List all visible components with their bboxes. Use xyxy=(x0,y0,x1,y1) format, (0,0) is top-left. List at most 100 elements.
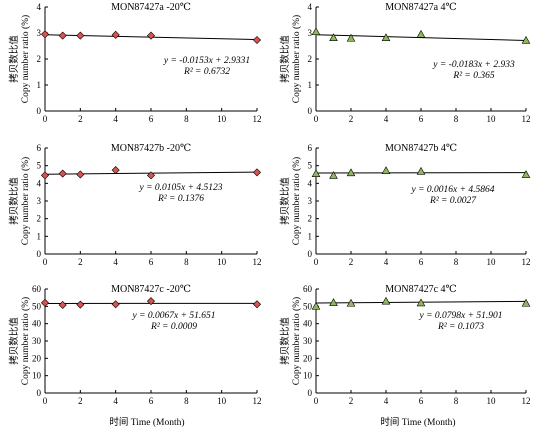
regression-equation: y = -0.0153x + 2.9331 xyxy=(163,56,250,66)
data-point xyxy=(416,298,426,307)
panel-6: 0 10 20 30 40 50 60 0 2 4 6 8 10 12 MON87427c 4℃ 拷贝数比值 C… xyxy=(279,284,531,406)
y-tick-label: 4 xyxy=(308,2,313,12)
x-tick-label: 0 xyxy=(314,257,319,267)
y-tick-label: 50 xyxy=(303,301,313,311)
data-point xyxy=(252,35,262,45)
y-axis-label-en: Copy number ratio (%) xyxy=(20,15,31,103)
x-tick-label: 2 xyxy=(349,257,354,267)
y-tick-label: 4 xyxy=(37,2,42,12)
y-tick-label: 4 xyxy=(37,178,42,188)
r-squared-label: R² = 0.1376 xyxy=(157,194,204,204)
y-tick-label: 2 xyxy=(308,214,313,224)
x-tick-label: 12 xyxy=(253,396,262,406)
data-point xyxy=(346,33,356,42)
r-squared-label: R² = 0.365 xyxy=(452,71,494,81)
x-tick-label: 12 xyxy=(522,396,531,406)
y-tick-label: 10 xyxy=(32,371,42,381)
x-tick-label: 2 xyxy=(349,114,354,124)
data-point xyxy=(40,298,50,307)
data-point xyxy=(311,301,321,310)
y-tick-label: 5 xyxy=(37,161,42,171)
y-tick-label: 10 xyxy=(303,371,313,381)
y-tick-label: 5 xyxy=(308,161,313,171)
data-point xyxy=(329,298,338,306)
y-tick-label: 60 xyxy=(32,284,42,294)
x-tick-label: 4 xyxy=(113,257,118,267)
y-tick-label: 20 xyxy=(32,353,42,363)
x-tick-label: 0 xyxy=(314,396,319,406)
regression-equation: y = 0.0016x + 4.5864 xyxy=(410,185,494,195)
data-point xyxy=(252,300,262,309)
x-tick-label: 0 xyxy=(43,114,48,124)
data-point xyxy=(346,168,356,177)
y-tick-label: 50 xyxy=(32,301,42,311)
data-point xyxy=(311,169,321,177)
y-tick-label: 3 xyxy=(37,28,42,38)
y-tick-label: 1 xyxy=(37,231,42,241)
x-tick-label: 8 xyxy=(454,257,459,267)
y-tick-label: 30 xyxy=(303,336,313,346)
x-tick-label: 6 xyxy=(419,257,424,267)
y-tick-label: 1 xyxy=(308,231,313,241)
panel-title: MON87427c 4℃ xyxy=(385,284,456,295)
y-tick-label: 4 xyxy=(308,178,313,188)
y-axis-label-cn: 拷贝数比值 xyxy=(8,317,20,365)
y-tick-label: 60 xyxy=(303,284,313,294)
y-axis-label-en: Copy number ratio (%) xyxy=(291,157,302,245)
x-tick-label: 2 xyxy=(78,396,83,406)
data-point xyxy=(58,169,67,178)
regression-equation: y = 0.0105x + 4.5123 xyxy=(138,183,222,193)
data-point xyxy=(58,300,67,309)
data-point xyxy=(111,300,120,309)
x-tick-label: 10 xyxy=(487,396,497,406)
x-tick-label: 6 xyxy=(149,257,154,267)
y-tick-label: 6 xyxy=(308,143,313,153)
regression-equation: y = -0.0183x + 2.933 xyxy=(432,60,515,70)
data-point xyxy=(76,300,85,309)
y-tick-label: 2 xyxy=(37,54,42,64)
y-tick-label: 2 xyxy=(37,214,42,224)
y-tick-label: 1 xyxy=(37,80,42,90)
x-tick-label: 12 xyxy=(253,257,262,267)
x-tick-label: 10 xyxy=(217,114,227,124)
x-tick-label: 6 xyxy=(149,114,154,124)
y-tick-label: 20 xyxy=(303,353,313,363)
x-axis-label-right: 时间 Time (Month) xyxy=(380,416,455,428)
r-squared-label: R² = 0.0027 xyxy=(429,196,477,206)
y-tick-label: 6 xyxy=(37,143,42,153)
x-tick-label: 10 xyxy=(217,396,227,406)
y-axis-label-en: Copy number ratio (%) xyxy=(20,157,31,245)
y-axis-label-en: Copy number ratio (%) xyxy=(291,297,302,385)
x-tick-label: 10 xyxy=(487,114,497,124)
data-point xyxy=(329,33,338,42)
regression-equation: y = 0.0067x + 51.651 xyxy=(131,311,215,321)
y-tick-label: 0 xyxy=(37,249,42,259)
data-point xyxy=(346,298,356,307)
data-point xyxy=(521,298,531,307)
x-tick-label: 0 xyxy=(43,396,48,406)
y-tick-label: 0 xyxy=(308,388,313,398)
data-point xyxy=(416,29,426,38)
data-point xyxy=(40,171,50,180)
y-axis-label-cn: 拷贝数比值 xyxy=(279,317,291,365)
x-tick-label: 8 xyxy=(184,396,189,406)
panel-title: MON87427b -20℃ xyxy=(111,143,191,154)
data-point xyxy=(311,27,321,36)
x-tick-label: 8 xyxy=(184,257,189,267)
r-squared-label: R² = 0.6732 xyxy=(183,67,230,77)
x-tick-label: 6 xyxy=(149,396,154,406)
data-point xyxy=(381,166,391,174)
x-tick-label: 10 xyxy=(217,257,227,267)
data-point xyxy=(381,33,391,42)
panel-5: 0 10 20 30 40 50 60 0 2 4 6 8 10 12 MON87427c -20℃ 拷贝数比… xyxy=(8,284,262,406)
x-tick-label: 2 xyxy=(349,396,354,406)
y-axis-label-en: Copy number ratio (%) xyxy=(20,297,31,385)
x-tick-label: 0 xyxy=(43,257,48,267)
data-point xyxy=(329,170,338,179)
y-tick-label: 0 xyxy=(308,249,313,259)
y-tick-label: 40 xyxy=(32,319,42,329)
